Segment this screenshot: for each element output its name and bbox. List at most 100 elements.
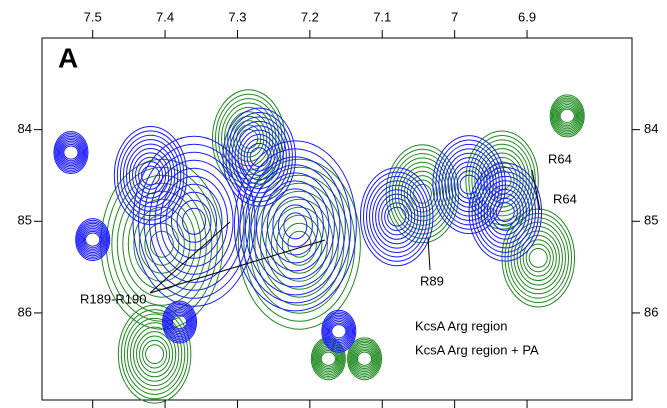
contour-line [318,348,339,370]
contour-line [329,320,349,342]
contour-line [331,324,347,339]
peak [549,94,585,138]
contour-line [60,140,82,165]
axes [34,30,640,408]
contour-line [322,311,356,352]
contour-line [240,134,278,181]
contour-line [231,120,287,194]
contour-line [85,232,101,247]
contour-line [131,152,170,199]
annotation: R64 [553,191,577,206]
contour-line [325,316,352,347]
contour-line [549,94,585,138]
contour-line [353,346,376,371]
contour-line [243,138,275,176]
contour-line [233,120,265,158]
x-tick-label: 7.3 [228,9,246,24]
contour-line [483,184,527,240]
contour-line [233,140,357,312]
contour-line [559,108,575,123]
panel-label: A [58,42,78,73]
contour-line [351,343,378,374]
contour-line [122,139,179,212]
contour-line [465,130,539,230]
contour-line [400,166,445,222]
peak [501,208,576,308]
contour-line [480,180,530,245]
contour-line [495,202,515,223]
contour-line [381,198,413,236]
peak [162,300,198,344]
contour-line [510,221,566,295]
contour-line [167,308,192,336]
contour-line [160,175,229,267]
contour-line [126,317,183,391]
contour-line [522,239,554,277]
contour-line [551,97,583,135]
leader-line [427,237,431,271]
contour-line [168,310,191,335]
contour-line [128,147,173,203]
contour-line [75,218,111,262]
y-tick-label: 84 [644,121,658,136]
y-tick-label: 86 [644,304,658,319]
contour-line [225,112,293,203]
x-tick-label: 6.9 [518,9,536,24]
contour-line [474,171,537,253]
contour-line [113,125,188,225]
contour-line [230,115,268,162]
contour-line [558,107,576,125]
contour-line [384,202,410,232]
x-tick-label: 7.5 [84,9,102,24]
contour-line [409,179,435,209]
contour-line [354,348,375,370]
peak [132,135,256,307]
contour-line [182,207,207,235]
contour-line [326,317,351,345]
contour-line [62,143,80,162]
contour-line [330,322,348,340]
contour-line [528,248,548,268]
contour-line [348,338,381,379]
spectrum [53,89,585,404]
peak [75,218,111,262]
contour-line [314,342,343,376]
contour-line [132,326,177,382]
contour-line [145,344,165,365]
contour-line [272,196,319,256]
peak [359,167,434,267]
contour-line [132,135,256,307]
contour-line [456,170,482,199]
contour-line [556,103,579,128]
contour-line [63,145,79,160]
peak [222,107,296,207]
contour-line [56,135,86,170]
x-tick-label: 7.4 [156,9,174,24]
contour-line [372,184,422,249]
contour-line [53,131,89,175]
contour-line [149,230,174,258]
contour-line [111,174,213,314]
contour-line [283,212,308,240]
contour-line [486,189,524,236]
contour-line [165,305,194,339]
contour-line [453,165,485,204]
contour-line [135,156,167,195]
contour-line [164,303,195,341]
contour-line [356,351,373,366]
contour-line [221,102,277,176]
contour-line [369,180,425,254]
contour-line [154,167,234,275]
contour-line [501,208,576,308]
contour-line [125,143,176,208]
contour-line [129,322,180,387]
contour-line [375,189,419,245]
contour-line [319,350,338,368]
contour-line [123,313,186,395]
contour-line [255,172,335,280]
contour-line [138,161,164,190]
peak [321,309,357,353]
contour-line [139,335,171,373]
contour-line [211,89,286,189]
